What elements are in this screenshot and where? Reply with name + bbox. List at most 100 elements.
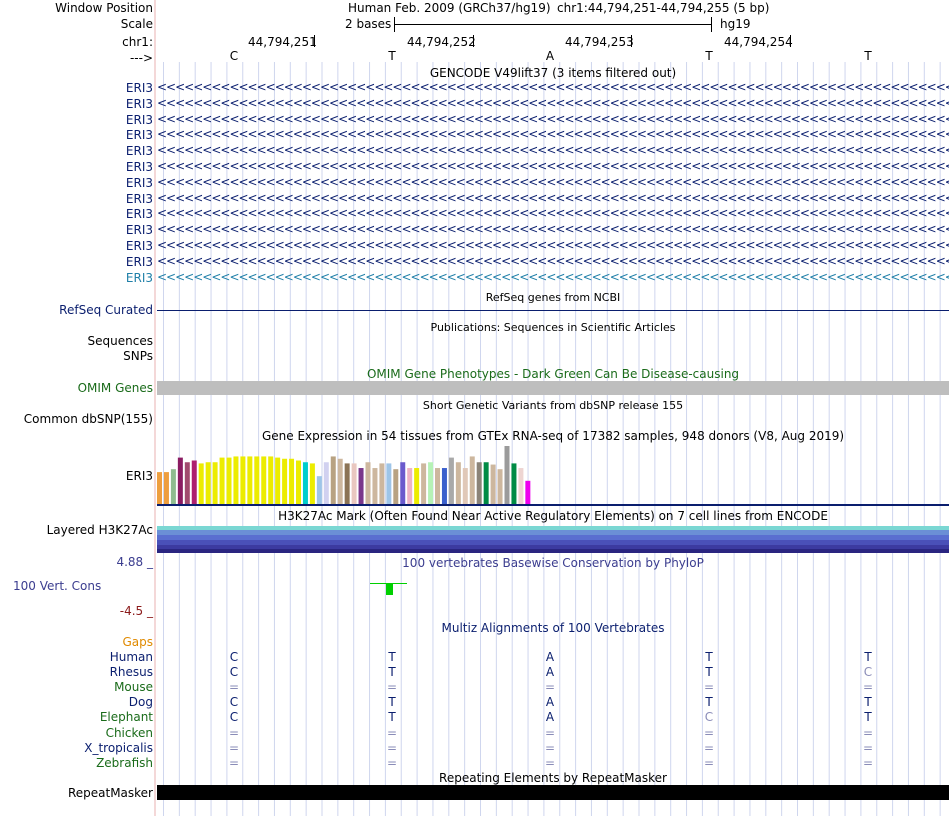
gencode-transcript[interactable]: <<<<<<<<<<<<<<<<<<<<<<<<<<<<<<<<<<<<<<<<… [157,127,949,142]
gtex-tissue-bar[interactable] [462,468,468,504]
gencode-transcript[interactable]: <<<<<<<<<<<<<<<<<<<<<<<<<<<<<<<<<<<<<<<<… [157,95,949,110]
gtex-tissue-bar[interactable] [163,472,169,504]
multiz-species-label[interactable]: Elephant [99,710,153,725]
gtex-tissue-bar[interactable] [448,457,454,504]
multiz-species-label[interactable]: Mouse [114,680,153,695]
gtex-tissue-bar[interactable] [296,460,301,505]
gtex-tissue-bar[interactable] [316,476,322,504]
gtex-tissue-bar[interactable] [282,458,288,504]
gencode-gene-label[interactable]: ERI3 [125,223,153,238]
publications-title[interactable]: Publications: Sequences in Scientific Ar… [430,321,676,334]
gtex-title[interactable]: Gene Expression in 54 tissues from GTEx … [261,429,845,443]
gtex-tissue-bar[interactable] [414,468,420,504]
gencode-transcript[interactable]: <<<<<<<<<<<<<<<<<<<<<<<<<<<<<<<<<<<<<<<<… [157,111,949,126]
gtex-tissue-bar[interactable] [525,480,531,504]
repeatmasker-bar[interactable] [157,785,949,800]
refseq-label[interactable]: RefSeq Curated [59,303,153,317]
gtex-tissue-bar[interactable] [261,456,267,504]
gtex-tissue-bar[interactable] [233,456,239,504]
gtex-tissue-bar[interactable] [365,462,371,504]
gtex-tissue-bar[interactable] [511,463,517,504]
position-text[interactable]: chr1:44,794,251-44,794,255 (5 bp) [557,1,770,15]
gtex-tissue-bar[interactable] [483,462,489,504]
multiz-title[interactable]: Multiz Alignments of 100 Vertebrates [441,621,665,635]
gtex-tissue-bar[interactable] [435,468,440,504]
gtex-tissue-bar[interactable] [247,456,253,504]
repeatmasker-label[interactable]: RepeatMasker [67,786,153,800]
gencode-gene-label[interactable]: ERI3 [125,128,153,143]
gencode-gene-label[interactable]: ERI3 [125,207,153,222]
gtex-tissue-bar[interactable] [344,463,350,504]
gtex-tissue-bar[interactable] [518,468,524,504]
gtex-tissue-bar[interactable] [379,463,385,504]
gtex-tissue-bar[interactable] [157,472,162,504]
gtex-tissue-bar[interactable] [455,462,461,504]
gtex-tissue-bar[interactable] [490,464,496,504]
gtex-tissue-bar[interactable] [184,462,190,504]
gencode-gene-label[interactable]: ERI3 [125,254,153,269]
omim-label[interactable]: OMIM Genes [77,381,153,395]
gencode-gene-label[interactable]: ERI3 [125,81,153,95]
dbsnp-title[interactable]: Short Genetic Variants from dbSNP releas… [422,399,684,412]
gtex-tissue-bar[interactable] [393,469,399,504]
gencode-gene-label[interactable]: ERI3 [125,270,153,285]
gtex-gene-label[interactable]: ERI3 [125,469,153,483]
multiz-species-label[interactable]: Rhesus [109,665,153,680]
multiz-species-label[interactable]: Human [109,650,153,664]
gtex-tissue-bar[interactable] [191,460,197,505]
gencode-transcript[interactable]: <<<<<<<<<<<<<<<<<<<<<<<<<<<<<<<<<<<<<<<<… [157,143,949,158]
gtex-tissue-bar[interactable] [386,463,392,504]
gtex-tissue-bar[interactable] [351,463,357,504]
multiz-species-label[interactable]: Zebrafish [96,755,153,770]
gtex-tissue-bar[interactable] [469,456,475,504]
gencode-gene-label[interactable]: ERI3 [125,160,153,174]
refseq-line[interactable] [157,310,949,311]
omim-bar[interactable] [157,381,949,395]
gtex-tissue-bar[interactable] [504,446,510,504]
multiz-species-label[interactable]: X_tropicalis [84,740,153,755]
gtex-tissue-bar[interactable] [240,456,246,504]
gencode-transcript[interactable]: <<<<<<<<<<<<<<<<<<<<<<<<<<<<<<<<<<<<<<<<… [157,269,949,284]
h3k27ac-title[interactable]: H3K27Ac Mark (Often Found Near Active Re… [278,509,828,523]
phylop-label[interactable]: 100 Vert. Cons [13,579,102,593]
gtex-tissue-bar[interactable] [177,457,183,504]
gencode-gene-label[interactable]: ERI3 [125,239,153,253]
gtex-tissue-bar[interactable] [254,456,260,504]
gtex-tissue-bar[interactable] [400,462,406,504]
publications-snps-label[interactable]: SNPs [123,349,153,363]
refseq-title[interactable]: RefSeq genes from NCBI [485,291,621,304]
gtex-tissue-bar[interactable] [337,458,343,504]
gencode-transcript[interactable]: <<<<<<<<<<<<<<<<<<<<<<<<<<<<<<<<<<<<<<<<… [157,206,949,221]
phylop-score-bar[interactable] [386,583,393,595]
h3k27ac-layers[interactable] [157,526,949,553]
gencode-gene-label[interactable]: ERI3 [125,191,153,206]
gtex-tissue-bar[interactable] [323,462,329,504]
multiz-species-label[interactable]: Dog [128,695,153,710]
dbsnp-label[interactable]: Common dbSNP(155) [23,412,153,426]
gencode-gene-label[interactable]: ERI3 [125,112,153,127]
phylop-title[interactable]: 100 vertebrates Basewise Conservation by… [402,556,704,570]
repeatmasker-title[interactable]: Repeating Elements by RepeatMasker [439,771,667,785]
gencode-transcript[interactable]: <<<<<<<<<<<<<<<<<<<<<<<<<<<<<<<<<<<<<<<<… [157,222,949,237]
gencode-transcript[interactable]: <<<<<<<<<<<<<<<<<<<<<<<<<<<<<<<<<<<<<<<<… [157,174,949,189]
gtex-tissue-bar[interactable] [407,468,413,504]
gtex-tissue-bar[interactable] [205,462,211,504]
gtex-tissue-bar[interactable] [212,462,218,504]
gtex-tissue-bar[interactable] [330,456,336,504]
gencode-gene-label[interactable]: ERI3 [125,175,153,190]
gtex-tissue-bar[interactable] [219,457,225,504]
multiz-species-label[interactable]: Chicken [105,725,153,740]
gtex-tissue-bar[interactable] [198,463,204,504]
gtex-tissue-bar[interactable] [289,458,295,504]
gtex-tissue-bar[interactable] [275,457,281,504]
gencode-transcript[interactable]: <<<<<<<<<<<<<<<<<<<<<<<<<<<<<<<<<<<<<<<<… [157,253,949,268]
multiz-gaps-label[interactable]: Gaps [122,635,153,649]
publications-sequences-label[interactable]: Sequences [87,334,153,348]
gencode-transcript[interactable]: <<<<<<<<<<<<<<<<<<<<<<<<<<<<<<<<<<<<<<<<… [157,80,949,94]
gtex-tissue-bar[interactable] [226,457,232,504]
gtex-tissue-bar[interactable] [441,468,447,504]
gencode-transcript[interactable]: <<<<<<<<<<<<<<<<<<<<<<<<<<<<<<<<<<<<<<<<… [157,238,949,252]
gtex-bar-chart[interactable] [156,444,536,504]
omim-title[interactable]: OMIM Gene Phenotypes - Dark Green Can Be… [366,367,740,381]
gencode-transcript[interactable]: <<<<<<<<<<<<<<<<<<<<<<<<<<<<<<<<<<<<<<<<… [157,190,949,205]
